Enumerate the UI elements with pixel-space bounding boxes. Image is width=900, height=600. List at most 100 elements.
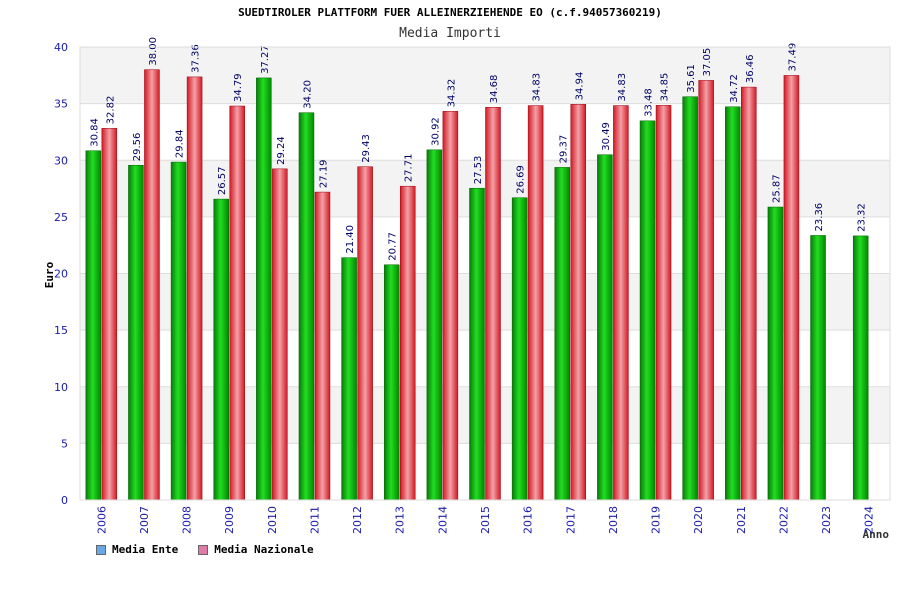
data-label: 27.19 bbox=[318, 159, 329, 188]
legend-label-nazionale: Media Nazionale bbox=[214, 543, 314, 556]
y-tick-label: 35 bbox=[54, 98, 68, 111]
legend-item-ente: Media Ente bbox=[96, 543, 178, 556]
x-tick-label: 2010 bbox=[266, 506, 279, 534]
x-tick-label: 2018 bbox=[607, 506, 620, 534]
bar-ente bbox=[511, 197, 528, 501]
data-label: 27.71 bbox=[404, 154, 415, 183]
plot-frame bbox=[79, 46, 891, 501]
y-tick-label: 30 bbox=[54, 154, 68, 167]
data-label: 29.43 bbox=[361, 134, 372, 163]
bar-nazionale bbox=[229, 105, 245, 501]
data-label: 30.92 bbox=[430, 117, 441, 146]
x-tick-label: 2008 bbox=[181, 506, 194, 534]
bar-nazionale bbox=[570, 104, 587, 501]
data-label: 37.36 bbox=[191, 44, 202, 73]
data-label: 38.00 bbox=[148, 37, 159, 66]
data-label: 35.61 bbox=[686, 64, 697, 93]
bar-ente bbox=[128, 164, 144, 501]
x-tick-label: 2019 bbox=[650, 506, 663, 534]
bar-nazionale bbox=[527, 105, 544, 501]
data-label: 32.82 bbox=[105, 96, 116, 125]
bar-nazionale bbox=[613, 105, 629, 501]
bar-ente bbox=[469, 187, 485, 501]
data-label: 34.94 bbox=[574, 72, 585, 101]
x-tick-label: 2020 bbox=[692, 506, 705, 534]
y-tick-label: 0 bbox=[61, 494, 68, 507]
legend-swatch-nazionale bbox=[198, 544, 209, 555]
y-tick-label: 40 bbox=[54, 41, 68, 54]
x-tick-label: 2024 bbox=[863, 506, 876, 534]
data-label: 29.84 bbox=[175, 129, 186, 158]
bar-nazionale bbox=[741, 86, 757, 501]
data-label: 20.77 bbox=[388, 232, 399, 261]
data-label: 34.85 bbox=[660, 73, 671, 102]
x-tick-label: 2006 bbox=[95, 506, 108, 534]
bar-ente bbox=[426, 149, 443, 501]
legend: Media Ente Media Nazionale bbox=[96, 543, 314, 556]
x-axis-label: Anno bbox=[863, 528, 890, 541]
bar-ente bbox=[767, 206, 784, 501]
x-tick-label: 2013 bbox=[394, 506, 407, 534]
bar-ente bbox=[213, 198, 229, 501]
bar-ente bbox=[341, 257, 357, 501]
data-label: 21.40 bbox=[345, 225, 356, 254]
data-label: 29.37 bbox=[558, 135, 569, 164]
bar-nazionale bbox=[399, 185, 416, 501]
data-label: 34.79 bbox=[233, 73, 244, 102]
data-label: 29.56 bbox=[132, 133, 143, 162]
y-axis-label: Euro bbox=[43, 261, 56, 288]
legend-item-nazionale: Media Nazionale bbox=[198, 543, 314, 556]
bar-nazionale bbox=[314, 191, 331, 501]
data-label: 23.36 bbox=[814, 203, 825, 232]
x-tick-label: 2022 bbox=[777, 506, 790, 534]
data-label: 36.46 bbox=[745, 54, 756, 83]
y-tick-label: 5 bbox=[61, 437, 68, 450]
data-label: 34.20 bbox=[302, 80, 313, 109]
x-tick-label: 2011 bbox=[308, 506, 321, 534]
data-label: 34.68 bbox=[489, 75, 500, 104]
bar-ente bbox=[725, 106, 741, 501]
data-label: 33.48 bbox=[644, 88, 655, 117]
y-tick-label: 25 bbox=[54, 211, 68, 224]
data-label: 37.49 bbox=[787, 43, 798, 72]
x-tick-label: 2012 bbox=[351, 506, 364, 534]
data-label: 27.53 bbox=[473, 156, 484, 185]
x-tick-label: 2015 bbox=[479, 506, 492, 534]
bar-ente bbox=[682, 96, 698, 501]
data-label: 25.87 bbox=[771, 174, 782, 203]
bar-nazionale bbox=[186, 76, 203, 501]
bar-nazionale bbox=[485, 106, 501, 501]
data-label: 37.27 bbox=[260, 45, 271, 74]
y-tick-label: 10 bbox=[54, 381, 68, 394]
bar-ente bbox=[298, 112, 315, 501]
bar-nazionale bbox=[272, 168, 288, 501]
bar-ente bbox=[554, 167, 571, 501]
x-tick-label: 2023 bbox=[820, 506, 833, 534]
bar-ente bbox=[852, 235, 869, 501]
bar-nazionale bbox=[698, 80, 714, 501]
data-label: 26.69 bbox=[516, 165, 527, 194]
bar-ente bbox=[597, 154, 613, 501]
bar-nazionale bbox=[101, 128, 118, 501]
bar-nazionale bbox=[655, 105, 672, 501]
legend-swatch-ente bbox=[96, 544, 106, 555]
bar-ente bbox=[85, 150, 102, 501]
data-label: 26.57 bbox=[217, 166, 228, 195]
x-tick-label: 2016 bbox=[522, 506, 535, 534]
data-label: 37.05 bbox=[702, 48, 713, 77]
bar-nazionale bbox=[144, 69, 160, 501]
x-tick-label: 2021 bbox=[735, 506, 748, 534]
x-tick-label: 2009 bbox=[223, 506, 236, 534]
data-label: 34.83 bbox=[532, 73, 543, 102]
legend-label-ente: Media Ente bbox=[112, 543, 179, 556]
bar-ente bbox=[170, 161, 187, 501]
bar-ente bbox=[639, 120, 656, 501]
data-label: 34.32 bbox=[446, 79, 457, 108]
bar-nazionale bbox=[783, 75, 800, 501]
bar-nazionale bbox=[442, 111, 459, 501]
bar-ente bbox=[383, 264, 400, 501]
bar-ente bbox=[810, 235, 826, 501]
bar-nazionale bbox=[357, 166, 373, 501]
data-label: 30.84 bbox=[89, 118, 100, 147]
data-label: 23.32 bbox=[857, 203, 868, 232]
